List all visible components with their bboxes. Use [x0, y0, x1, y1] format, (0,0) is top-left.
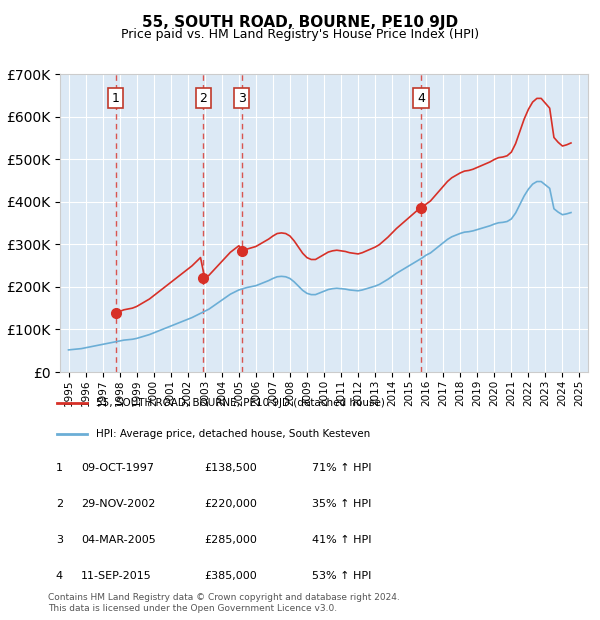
Text: 11-SEP-2015: 11-SEP-2015 [81, 571, 152, 581]
Text: 2: 2 [56, 499, 63, 509]
Text: 3: 3 [56, 535, 63, 545]
Text: 41% ↑ HPI: 41% ↑ HPI [312, 535, 371, 545]
Text: 55, SOUTH ROAD, BOURNE, PE10 9JD: 55, SOUTH ROAD, BOURNE, PE10 9JD [142, 16, 458, 30]
Text: Contains HM Land Registry data © Crown copyright and database right 2024.
This d: Contains HM Land Registry data © Crown c… [48, 593, 400, 613]
Text: Price paid vs. HM Land Registry's House Price Index (HPI): Price paid vs. HM Land Registry's House … [121, 28, 479, 41]
Text: 71% ↑ HPI: 71% ↑ HPI [312, 463, 371, 473]
Text: 35% ↑ HPI: 35% ↑ HPI [312, 499, 371, 509]
Text: £285,000: £285,000 [204, 535, 257, 545]
Text: £220,000: £220,000 [204, 499, 257, 509]
Text: 3: 3 [238, 92, 245, 105]
Text: £138,500: £138,500 [204, 463, 257, 473]
Text: 09-OCT-1997: 09-OCT-1997 [81, 463, 154, 473]
Text: 1: 1 [112, 92, 119, 105]
Text: 04-MAR-2005: 04-MAR-2005 [81, 535, 156, 545]
Text: 29-NOV-2002: 29-NOV-2002 [81, 499, 155, 509]
Text: 2: 2 [199, 92, 207, 105]
Text: 55, SOUTH ROAD, BOURNE, PE10 9JD (detached house): 55, SOUTH ROAD, BOURNE, PE10 9JD (detach… [95, 398, 385, 408]
Text: 53% ↑ HPI: 53% ↑ HPI [312, 571, 371, 581]
Text: HPI: Average price, detached house, South Kesteven: HPI: Average price, detached house, Sout… [95, 429, 370, 439]
Text: 4: 4 [417, 92, 425, 105]
Text: £385,000: £385,000 [204, 571, 257, 581]
Text: 4: 4 [56, 571, 63, 581]
Text: 1: 1 [56, 463, 63, 473]
